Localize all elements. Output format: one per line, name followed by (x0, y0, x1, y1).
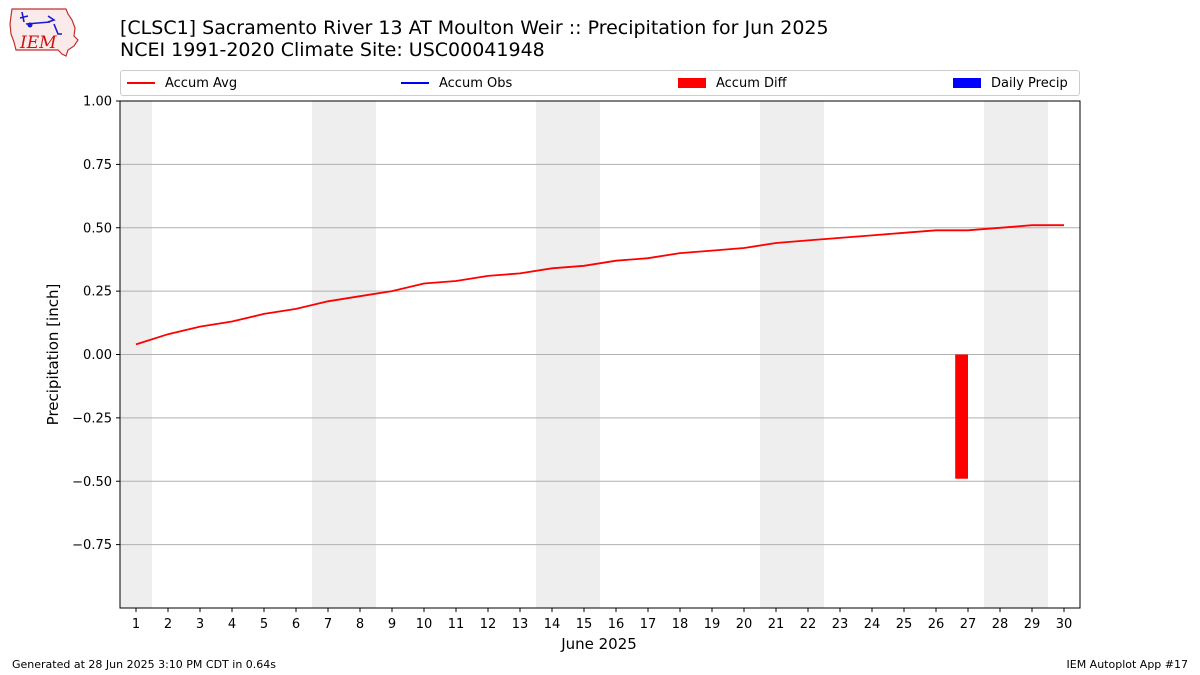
x-tick-label: 3 (196, 617, 204, 632)
x-tick-label: 27 (960, 617, 977, 632)
accum-diff-bar (955, 354, 968, 479)
x-tick-label: 24 (864, 617, 881, 632)
y-tick-label: −0.25 (72, 411, 112, 426)
x-tick-label: 30 (1056, 617, 1073, 632)
chart-title-line1: [CLSC1] Sacramento River 13 AT Moulton W… (120, 17, 829, 39)
y-tick-label: −0.75 (72, 538, 112, 553)
legend-label-accum-diff: Accum Diff (716, 75, 787, 91)
x-tick-label: 5 (260, 617, 268, 632)
footer-app-id: IEM Autoplot App #17 (1066, 658, 1189, 671)
legend-label-accum-obs: Accum Obs (439, 75, 513, 91)
legend-swatch-accum-avg (127, 82, 155, 84)
x-axis-label: June 2025 (560, 635, 637, 653)
y-tick-label: 0.75 (83, 158, 112, 173)
x-tick-label: 14 (544, 617, 561, 632)
legend-item-accum-obs: Accum Obs (401, 71, 512, 95)
x-tick-label: 22 (800, 617, 817, 632)
x-tick-label: 16 (608, 617, 625, 632)
x-tick-label: 7 (324, 617, 332, 632)
y-axis-label: Precipitation [inch] (44, 284, 62, 426)
x-tick-label: 11 (448, 617, 465, 632)
x-tick-label: 6 (292, 617, 300, 632)
y-tick-label: 0.50 (83, 221, 112, 236)
legend-swatch-daily-precip (953, 78, 981, 88)
x-tick-label: 10 (416, 617, 433, 632)
x-tick-label: 19 (704, 617, 721, 632)
x-tick-label: 29 (1024, 617, 1041, 632)
x-tick-label: 2 (164, 617, 172, 632)
x-tick-label: 17 (640, 617, 657, 632)
footer-generated: Generated at 28 Jun 2025 3:10 PM CDT in … (12, 658, 277, 671)
x-tick-label: 13 (512, 617, 529, 632)
x-tick-label: 21 (768, 617, 785, 632)
legend-item-daily-precip: Daily Precip (953, 71, 1068, 95)
y-tick-label: −0.50 (72, 475, 112, 490)
accum-avg-line (135, 224, 1064, 346)
legend-item-accum-diff: Accum Diff (678, 71, 787, 95)
x-tick-label: 12 (480, 617, 497, 632)
legend-swatch-accum-obs (401, 82, 429, 84)
x-tick-label: 25 (896, 617, 913, 632)
y-tick-label: 0.00 (83, 348, 112, 363)
svg-text:IEM: IEM (19, 33, 57, 53)
x-tick-label: 15 (576, 617, 593, 632)
x-tick-label: 18 (672, 617, 689, 632)
chart-legend: Accum Avg Accum Obs Accum Diff Daily Pre… (120, 70, 1080, 96)
legend-label-daily-precip: Daily Precip (991, 75, 1068, 91)
y-tick-label: 1.00 (83, 95, 112, 110)
y-tick-label: 0.25 (83, 285, 112, 300)
x-tick-label: 28 (992, 617, 1009, 632)
iem-logo: IEM (9, 8, 79, 57)
x-tick-label: 1 (132, 617, 140, 632)
chart-title-line2: NCEI 1991-2020 Climate Site: USC00041948 (120, 39, 545, 61)
legend-swatch-accum-diff (678, 78, 706, 88)
x-tick-label: 23 (832, 617, 849, 632)
x-tick-label: 8 (356, 617, 364, 632)
chart-title: [CLSC1] Sacramento River 13 AT Moulton W… (120, 17, 829, 61)
legend-item-accum-avg: Accum Avg (127, 71, 237, 95)
legend-label-accum-avg: Accum Avg (165, 75, 238, 91)
x-tick-label: 4 (228, 617, 236, 632)
x-tick-label: 20 (736, 617, 753, 632)
x-tick-label: 9 (388, 617, 396, 632)
x-tick-label: 26 (928, 617, 945, 632)
